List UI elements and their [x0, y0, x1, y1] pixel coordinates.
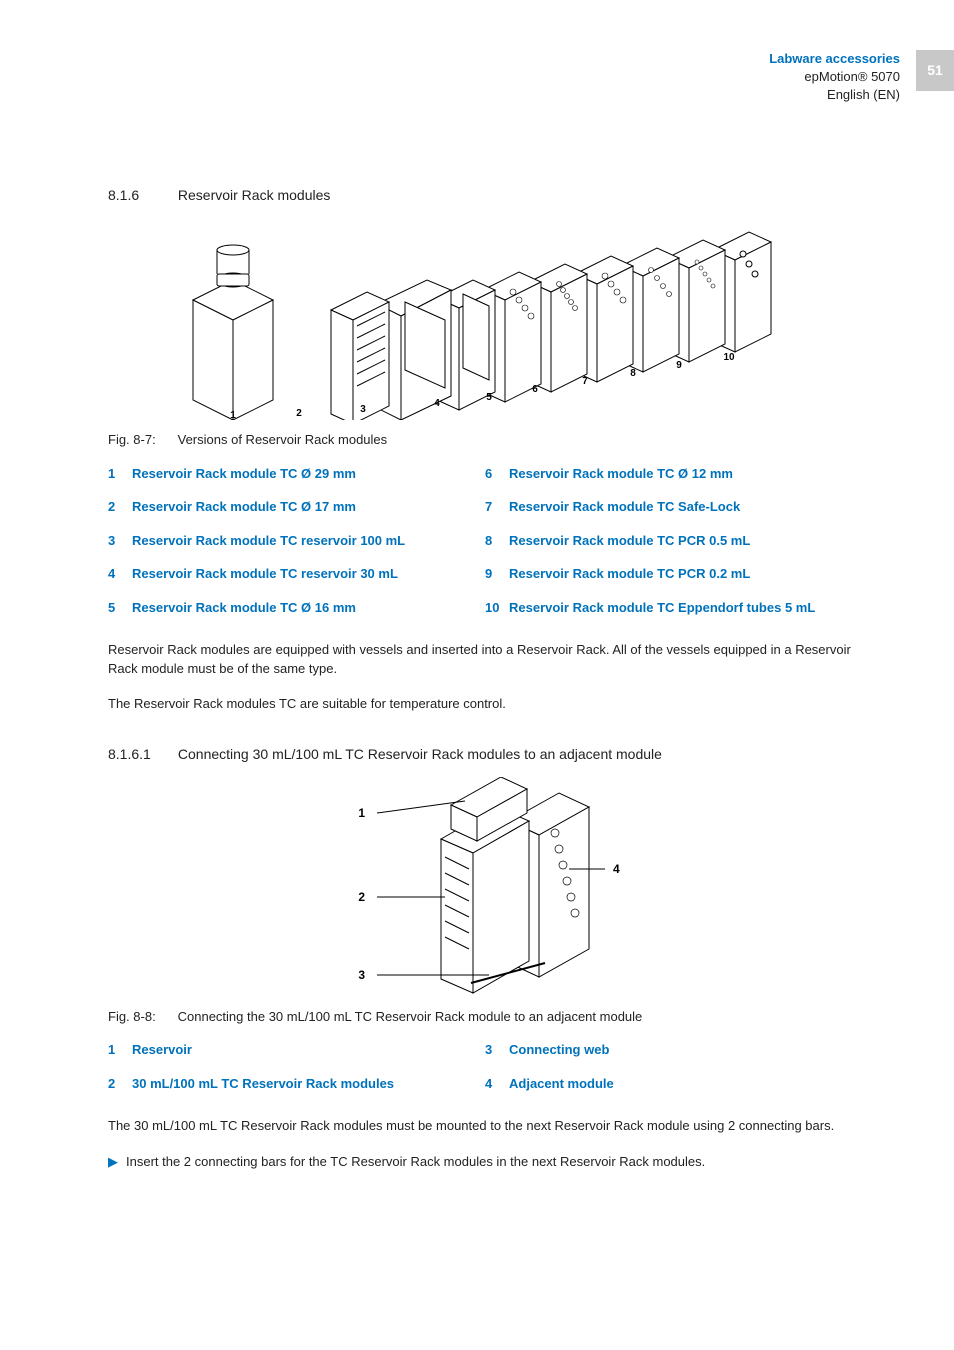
legend-number: 2	[108, 497, 132, 517]
legend-entry: 8Reservoir Rack module TC PCR 0.5 mL	[485, 531, 858, 551]
fig-8-8-label: Fig. 8-8:	[108, 1007, 174, 1027]
legend-text: Reservoir Rack module TC Ø 16 mm	[132, 598, 356, 618]
legend-number: 10	[485, 598, 509, 618]
legend-number: 3	[108, 531, 132, 551]
legend-number: 3	[485, 1040, 509, 1060]
instruction-text: Insert the 2 connecting bars for the TC …	[126, 1152, 705, 1172]
connecting-illustration: 1 2 3 4	[273, 777, 693, 997]
fig1-label-9: 9	[676, 360, 682, 371]
legend-entry: 4Adjacent module	[485, 1074, 858, 1094]
fig-8-7-caption-text: Versions of Reservoir Rack modules	[178, 432, 388, 447]
fig1-label-7: 7	[582, 376, 588, 387]
legend-entry: 1Reservoir	[108, 1040, 481, 1060]
legend-number: 1	[108, 464, 132, 484]
rack-modules-illustration: 1 2 3 4 5 6 7 8 9 10	[173, 220, 793, 420]
legend-entry: 3Connecting web	[485, 1040, 858, 1060]
fig1-label-4: 4	[434, 398, 440, 409]
fig-8-7-legend: 1Reservoir Rack module TC Ø 29 mm6Reserv…	[108, 464, 858, 618]
section-title: Reservoir Rack modules	[178, 187, 331, 203]
legend-number: 9	[485, 564, 509, 584]
header-line-3: English (EN)	[769, 86, 900, 104]
paragraph-3: The 30 mL/100 mL TC Reservoir Rack modul…	[108, 1117, 858, 1136]
fig1-label-6: 6	[532, 384, 538, 395]
legend-number: 6	[485, 464, 509, 484]
figure-8-8: 1 2 3 4	[108, 777, 858, 997]
legend-text: Reservoir Rack module TC Eppendorf tubes…	[509, 598, 815, 618]
fig-8-7-caption: Fig. 8-7: Versions of Reservoir Rack mod…	[108, 430, 858, 450]
legend-number: 1	[108, 1040, 132, 1060]
instruction-bullet: ▶ Insert the 2 connecting bars for the T…	[108, 1152, 858, 1172]
legend-text: Reservoir Rack module TC PCR 0.5 mL	[509, 531, 750, 551]
fig2-callout-2: 2	[358, 890, 365, 904]
paragraph-2: The Reservoir Rack modules TC are suitab…	[108, 695, 858, 714]
legend-entry: 230 mL/100 mL TC Reservoir Rack modules	[108, 1074, 481, 1094]
legend-text: Reservoir Rack module TC Ø 17 mm	[132, 497, 356, 517]
legend-text: Reservoir Rack module TC Ø 12 mm	[509, 464, 733, 484]
subsection-heading: 8.1.6.1 Connecting 30 mL/100 mL TC Reser…	[108, 744, 858, 765]
legend-number: 7	[485, 497, 509, 517]
fig1-label-8: 8	[630, 368, 636, 379]
fig-8-8-caption: Fig. 8-8: Connecting the 30 mL/100 mL TC…	[108, 1007, 858, 1027]
legend-text: Reservoir Rack module TC reservoir 100 m…	[132, 531, 405, 551]
legend-entry: 3Reservoir Rack module TC reservoir 100 …	[108, 531, 481, 551]
subsection-title: Connecting 30 mL/100 mL TC Reservoir Rac…	[178, 746, 662, 762]
legend-entry: 10Reservoir Rack module TC Eppendorf tub…	[485, 598, 858, 618]
fig2-callout-3: 3	[358, 968, 365, 982]
fig-8-8-legend: 1Reservoir3Connecting web230 mL/100 mL T…	[108, 1040, 858, 1093]
fig1-label-10: 10	[723, 352, 735, 363]
legend-entry: 6Reservoir Rack module TC Ø 12 mm	[485, 464, 858, 484]
fig1-label-2: 2	[296, 408, 302, 419]
legend-entry: 1Reservoir Rack module TC Ø 29 mm	[108, 464, 481, 484]
legend-text: Reservoir Rack module TC Ø 29 mm	[132, 464, 356, 484]
paragraph-1: Reservoir Rack modules are equipped with…	[108, 641, 858, 679]
legend-number: 4	[108, 564, 132, 584]
header-title: Labware accessories	[769, 50, 900, 68]
header-line-2: epMotion® 5070	[769, 68, 900, 86]
legend-text: Connecting web	[509, 1040, 609, 1060]
page-number-tab: 51	[916, 50, 954, 91]
legend-text: Adjacent module	[509, 1074, 614, 1094]
legend-entry: 5Reservoir Rack module TC Ø 16 mm	[108, 598, 481, 618]
legend-number: 4	[485, 1074, 509, 1094]
legend-text: Reservoir	[132, 1040, 192, 1060]
section-heading: 8.1.6 Reservoir Rack modules	[108, 185, 858, 206]
legend-text: 30 mL/100 mL TC Reservoir Rack modules	[132, 1074, 394, 1094]
legend-entry: 7Reservoir Rack module TC Safe-Lock	[485, 497, 858, 517]
fig1-label-3: 3	[360, 404, 366, 415]
legend-number: 8	[485, 531, 509, 551]
fig1-label-1: 1	[230, 410, 236, 420]
section-number: 8.1.6	[108, 185, 174, 206]
fig-8-7-label: Fig. 8-7:	[108, 430, 174, 450]
legend-number: 2	[108, 1074, 132, 1094]
legend-text: Reservoir Rack module TC Safe-Lock	[509, 497, 740, 517]
subsection-number: 8.1.6.1	[108, 744, 174, 765]
figure-8-7: 1 2 3 4 5 6 7 8 9 10	[108, 220, 858, 420]
legend-text: Reservoir Rack module TC PCR 0.2 mL	[509, 564, 750, 584]
legend-entry: 2Reservoir Rack module TC Ø 17 mm	[108, 497, 481, 517]
legend-entry: 9Reservoir Rack module TC PCR 0.2 mL	[485, 564, 858, 584]
legend-entry: 4Reservoir Rack module TC reservoir 30 m…	[108, 564, 481, 584]
fig2-callout-1: 1	[358, 806, 365, 820]
fig-8-8-caption-text: Connecting the 30 mL/100 mL TC Reservoir…	[178, 1009, 643, 1024]
page-header: Labware accessories epMotion® 5070 Engli…	[769, 50, 900, 105]
fig1-label-5: 5	[486, 392, 492, 403]
legend-text: Reservoir Rack module TC reservoir 30 mL	[132, 564, 398, 584]
triangle-bullet-icon: ▶	[108, 1152, 118, 1172]
legend-number: 5	[108, 598, 132, 618]
fig2-callout-4: 4	[613, 862, 620, 876]
